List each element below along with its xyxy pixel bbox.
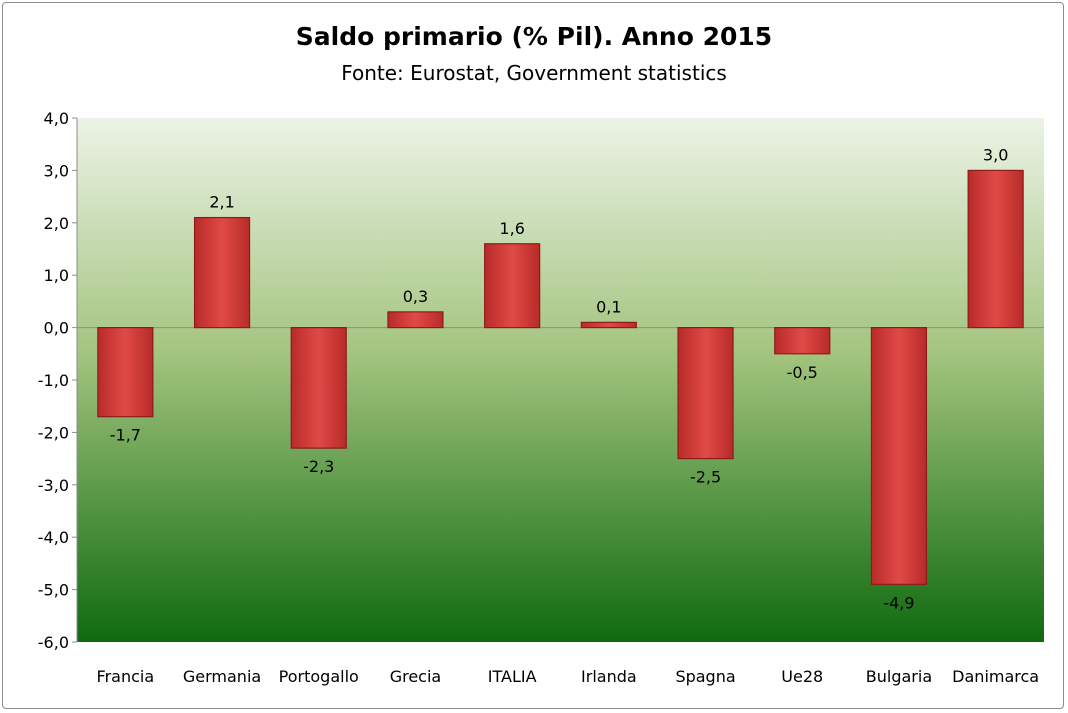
data-label: 0,3 [403,287,428,306]
y-tick-label: 1,0 [44,266,69,285]
x-tick-label: Ue28 [781,667,823,686]
bar [870,327,928,585]
x-tick-label: Bulgaria [866,667,932,686]
y-tick-label: 2,0 [44,214,69,233]
data-label: 0,1 [596,297,621,316]
y-tick-label: 0,0 [44,319,69,338]
bar [290,327,347,449]
data-label: -1,7 [110,426,141,445]
bar [774,327,831,355]
bar [484,243,541,329]
x-tick-label: Irlanda [581,667,637,686]
chart-title: Saldo primario (% Pil). Anno 2015 [295,22,773,51]
bar [97,327,154,418]
bar [580,321,637,329]
y-tick-label: -6,0 [38,633,69,652]
y-tick-label: -5,0 [38,581,69,600]
x-tick-label: Francia [97,667,155,686]
bar [387,311,444,329]
y-tick-label: -2,0 [38,423,69,442]
bar [967,169,1024,329]
x-tick-label: Germania [183,667,261,686]
x-tick-label: ITALIA [488,667,537,686]
data-label: -2,3 [303,457,334,476]
data-label: -2,5 [690,468,721,487]
bar [677,327,734,460]
y-tick-label: -4,0 [38,528,69,547]
x-tick-label: Portogallo [279,667,359,686]
x-tick-label: Spagna [675,667,735,686]
data-label: 3,0 [983,145,1008,164]
bar [193,216,251,329]
data-label: -0,5 [787,363,818,382]
chart-subtitle: Fonte: Eurostat, Government statistics [341,61,727,85]
y-tick-label: -1,0 [38,371,69,390]
y-tick-label: -3,0 [38,476,69,495]
y-tick-label: 4,0 [44,109,69,128]
x-tick-label: Grecia [390,667,442,686]
data-label: -4,9 [883,593,914,612]
data-label: 1,6 [499,219,524,238]
data-label: 2,1 [209,193,234,212]
x-tick-label: Danimarca [952,667,1039,686]
y-tick-label: 3,0 [44,161,69,180]
